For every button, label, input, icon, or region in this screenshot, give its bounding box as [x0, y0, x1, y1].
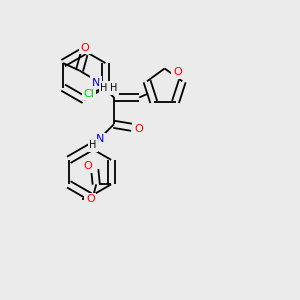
Text: N: N: [96, 134, 105, 144]
Text: H: H: [110, 83, 117, 93]
Text: O: O: [80, 43, 89, 52]
Text: O: O: [83, 161, 92, 171]
Text: O: O: [173, 67, 182, 77]
Text: Cl: Cl: [84, 88, 94, 99]
Text: H: H: [89, 140, 97, 150]
Text: N: N: [92, 77, 100, 88]
Text: O: O: [134, 124, 143, 134]
Text: O: O: [86, 194, 95, 204]
Text: H: H: [100, 83, 108, 93]
